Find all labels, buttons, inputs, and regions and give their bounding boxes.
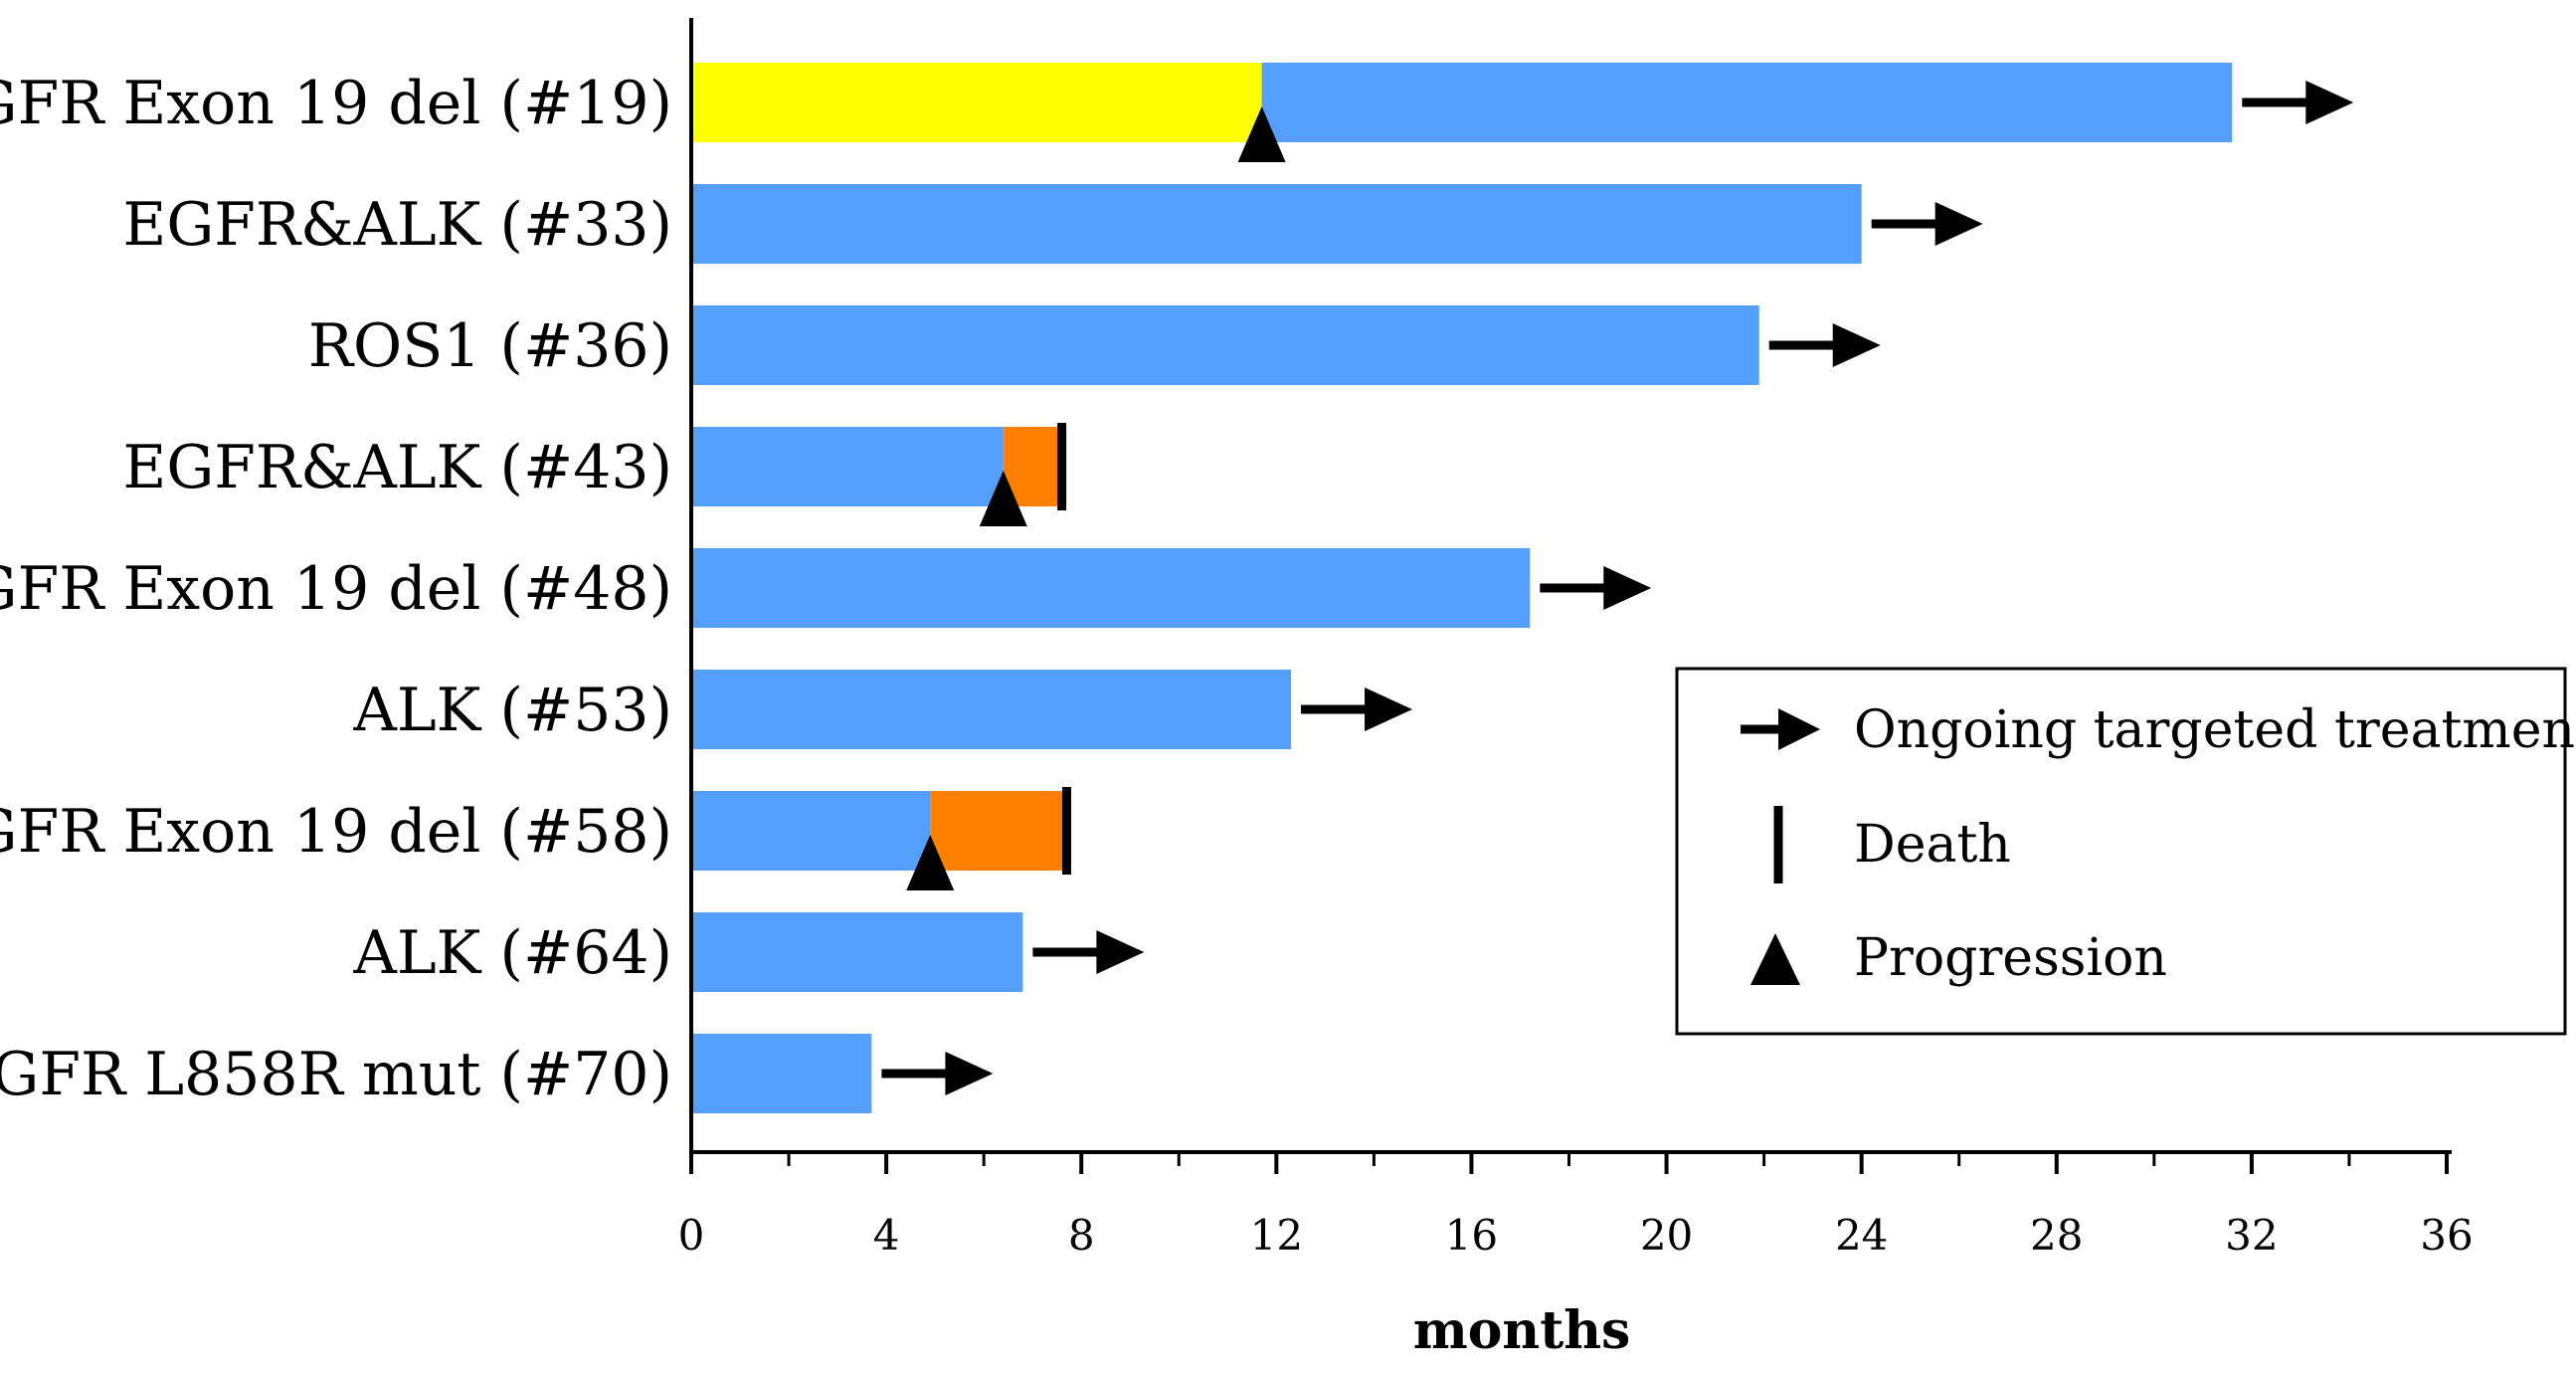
bar-segment [691,63,1262,142]
y-tick-label: EGFR Exon 19 del (#19) [0,69,672,138]
x-tick-label: 12 [1250,1211,1303,1260]
y-tick-labels: EGFR Exon 19 del (#19) EGFR&ALK (#33) ROS1… [0,69,672,1109]
legend-label-progression: Progression [1854,928,2167,988]
markers-layer [881,81,2354,1095]
legend-label-ongoing: Ongoing targeted treatment [1854,700,2576,760]
x-tick-label: 32 [2225,1211,2278,1260]
ongoing-arrow-head [1096,930,1145,974]
ongoing-arrow-head [1603,566,1652,610]
bar-segment [691,548,1531,628]
x-tick-label: 0 [678,1211,705,1260]
legend-triangle-icon [1750,933,1800,985]
y-tick-label: ALK (#53) [352,676,672,745]
y-tick-label: EGFR L858R mut (#70) [0,1040,672,1109]
progression-marker [979,471,1027,526]
x-tick-label: 16 [1445,1211,1498,1260]
bar-segment [691,912,1023,992]
x-tick-label: 36 [2420,1211,2473,1260]
ongoing-arrow-head [2305,81,2354,124]
axes-layer [689,18,2452,1174]
ongoing-arrow-head [1832,323,1881,367]
bar-segment [691,791,931,871]
y-tick-label: ROS1 (#36) [308,311,672,381]
progression-marker [1237,106,1286,162]
y-tick-label: EGFR&ALK (#43) [123,433,672,502]
y-tick-label: EGFR Exon 19 del (#58) [0,797,672,867]
bar-segment [691,1034,872,1113]
x-tick-label: 20 [1640,1211,1693,1260]
legend-arrow-icon [1741,708,1820,750]
legend: Ongoing targeted treatment Death Progres… [1675,667,2576,1036]
bar-segment [1261,63,2233,142]
legend-label-death: Death [1854,815,2011,875]
legend-box [1675,667,2567,1036]
ongoing-arrow-head [1365,688,1413,731]
y-tick-label: EGFR&ALK (#33) [123,190,672,260]
bar-segment [691,670,1292,749]
x-tick-label: 4 [873,1211,900,1260]
y-tick-label: ALK (#64) [352,918,672,988]
bar-segment [691,427,1004,506]
progression-marker [906,835,955,890]
bar-segment [691,184,1862,264]
ongoing-arrow-head [945,1052,994,1095]
y-tick-label: EGFR Exon 19 del (#48) [0,554,672,624]
bar-segment [930,791,1067,871]
ongoing-arrow-head [1934,202,1983,246]
bar-segment [1003,427,1062,506]
bar-segment [691,305,1759,385]
x-tick-label: 28 [2030,1211,2083,1260]
x-tick-labels: 0 4 8 12 16 20 24 28 32 36 [678,1211,2474,1260]
x-axis-title: months [1413,1300,1631,1361]
x-tick-label: 8 [1068,1211,1095,1260]
x-tick-label: 24 [1835,1211,1888,1260]
bars-layer [691,63,2233,1113]
